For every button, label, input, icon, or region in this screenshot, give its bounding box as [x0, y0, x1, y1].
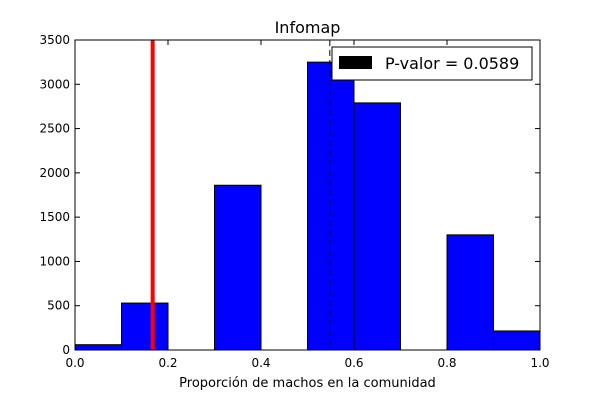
- x-tick-label: 1.0: [530, 356, 549, 370]
- x-axis: 0.0 0.2 0.4 0.6 0.8 1.0: [65, 40, 550, 370]
- x-tick-label: 0.6: [344, 356, 363, 370]
- histogram-bar: [121, 302, 169, 351]
- legend-label: P-valor = 0.0589: [385, 54, 519, 73]
- y-tick-label: 1500: [39, 210, 70, 224]
- histogram-bar: [74, 344, 122, 351]
- x-tick-label: 0.0: [65, 356, 84, 370]
- y-tick-label: 0: [62, 343, 70, 357]
- histogram-bar: [307, 61, 355, 351]
- y-tick-label: 2500: [39, 122, 70, 136]
- x-axis-label: Proporción de machos en la comunidad: [179, 376, 436, 391]
- reference-lines: [150, 40, 331, 350]
- histogram-bars: [74, 61, 541, 351]
- y-tick-label: 3500: [39, 33, 70, 47]
- histogram-bar: [214, 184, 262, 351]
- histogram-bar: [353, 102, 401, 351]
- y-tick-label: 2000: [39, 166, 70, 180]
- y-tick-label: 1000: [39, 254, 70, 268]
- histogram-bar: [493, 330, 541, 351]
- legend-swatch: [339, 56, 372, 69]
- y-axis: 0 500 1000 1500 2000 2500 3000 3500: [39, 33, 540, 357]
- x-tick-label: 0.8: [437, 356, 456, 370]
- y-tick-label: 500: [47, 299, 70, 313]
- chart-title: Infomap: [275, 18, 341, 37]
- x-tick-label: 0.4: [251, 356, 270, 370]
- x-tick-label: 0.2: [158, 356, 177, 370]
- y-tick-label: 3000: [39, 77, 70, 91]
- plot-frame: [74, 39, 541, 351]
- legend: P-valor = 0.0589: [331, 46, 533, 81]
- histogram-bar: [446, 234, 494, 351]
